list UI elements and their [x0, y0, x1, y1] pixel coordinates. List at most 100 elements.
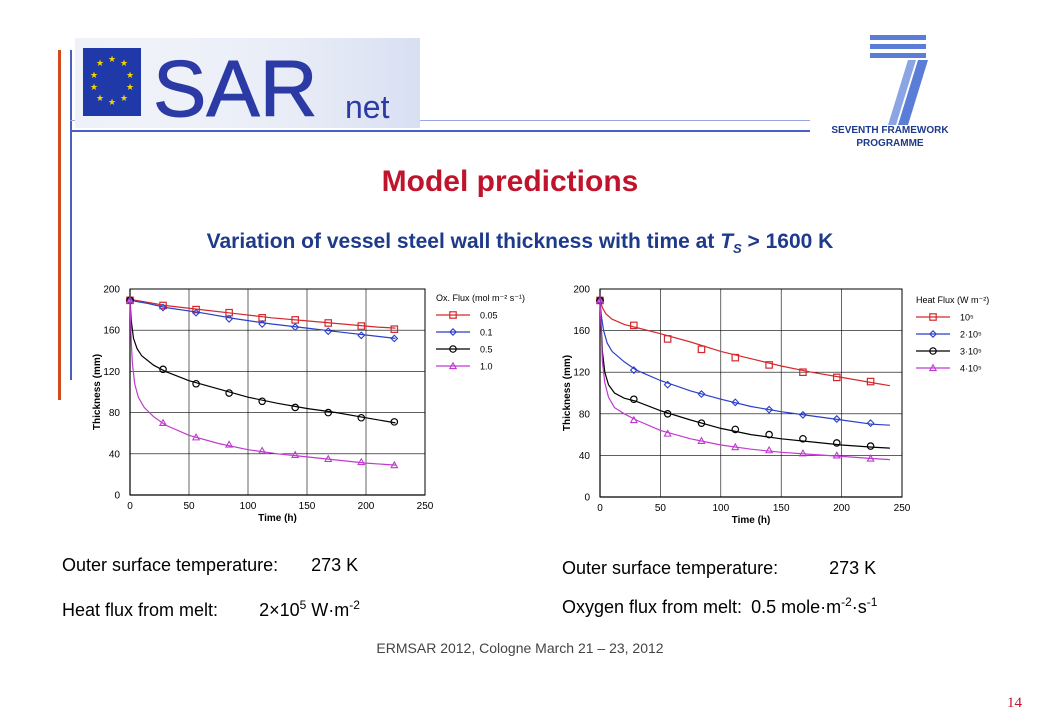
right-chart-xtick-label: 50 — [655, 503, 667, 514]
left-chart-ytick-label: 120 — [103, 367, 120, 378]
right-chart-data-point — [731, 442, 740, 451]
left-chart-data-point — [390, 460, 399, 469]
left-chart-data-point — [158, 418, 168, 427]
right-chart-series-line-1 — [599, 299, 890, 426]
right-chart-ytick-label: 120 — [573, 368, 590, 379]
left-chart-plot-frame — [129, 288, 426, 496]
subtitle-sub: S — [733, 241, 742, 257]
right-chart-data-point — [663, 380, 672, 389]
left-chart-data-point — [324, 408, 333, 417]
left-chart-data-point — [258, 320, 267, 328]
svg-text:★: ★ — [120, 58, 128, 68]
right-chart-data-point — [697, 419, 706, 427]
sarnet-logo: ★ ★ ★ ★ ★ ★ ★ ★ ★ ★ SAR net — [75, 38, 420, 134]
left-chart-ytick-label: 200 — [103, 285, 120, 296]
left-chart-data-point — [192, 379, 200, 388]
eu-flag-icon: ★ ★★ ★★★ ★★★ ★ — [83, 48, 141, 116]
right-chart-data-point — [798, 448, 808, 457]
right-chart-series-line-3 — [599, 299, 890, 461]
right-chart-legend-marker — [929, 313, 937, 321]
left-chart-data-point — [159, 365, 167, 374]
right-chart-legend-marker — [929, 347, 937, 355]
left-chart-data-point — [357, 322, 366, 330]
left-chart-data-point — [291, 323, 300, 332]
left-chart-data-point — [291, 316, 300, 324]
right-chart-data-point — [765, 405, 774, 414]
right-chart-data-point — [765, 361, 773, 369]
right-chart-ylabel: Thickness (mm) — [562, 355, 573, 431]
left-chart-data-point — [357, 413, 366, 422]
right-chart-legend-marker — [928, 363, 938, 372]
right-chart-xtick-label: 200 — [833, 503, 850, 514]
right-chart-xlabel: Time (h) — [732, 515, 771, 526]
left-temp-label: Outer surface temperature: — [62, 555, 279, 575]
svg-text:★: ★ — [96, 93, 104, 103]
right-chart-legend-label: 10⁵ — [960, 313, 974, 323]
right-chart-data-point — [697, 390, 706, 399]
left-flux-label: Heat flux from melt: — [62, 600, 219, 620]
right-chart-data-point — [832, 439, 841, 447]
left-temp-value: 273 K — [311, 555, 359, 575]
left-flux-value: 2×105 W·m-2 — [259, 598, 360, 620]
left-chart-data-point — [291, 450, 300, 458]
left-chart-xtick-label: 50 — [183, 501, 195, 512]
right-chart-ytick-label: 40 — [579, 451, 591, 462]
left-chart-data-point — [258, 397, 266, 406]
svg-text:★: ★ — [96, 58, 104, 68]
left-chart-ylabel: Thickness (mm) — [92, 354, 103, 430]
left-chart-data-point — [291, 403, 300, 412]
right-chart-data-point — [764, 445, 774, 454]
left-chart-ytick-label: 0 — [114, 491, 120, 502]
left-chart-ytick-label: 40 — [109, 449, 121, 460]
left-chart-data-point — [324, 319, 333, 327]
right-chart-data-point — [799, 368, 807, 377]
right-chart-data-point — [629, 366, 638, 375]
right-chart-data-point — [595, 296, 605, 304]
fp7-line2: PROGRAMME — [856, 138, 924, 149]
right-oxflux-label: Oxygen flux from melt: — [562, 597, 743, 617]
right-temp-label: Outer surface temperature: — [562, 558, 779, 578]
right-chart-legend-label: 2·10⁵ — [960, 330, 982, 340]
svg-text:★: ★ — [90, 82, 98, 92]
right-chart-ytick-label: 0 — [584, 493, 590, 504]
right-chart-legend-label: 3·10⁵ — [960, 347, 982, 357]
right-chart-data-point — [832, 415, 841, 423]
left-chart-data-point — [357, 457, 366, 466]
right-chart-ytick-label: 80 — [579, 409, 591, 420]
slide-title: Model predictions — [381, 165, 639, 198]
chart-right: 0 50 100 150 200 250 0 40 80 120 160 200 Time (h) Thi… — [562, 285, 989, 527]
svg-text:★: ★ — [126, 82, 134, 92]
right-chart-data-point — [663, 429, 672, 437]
left-chart-data-point — [390, 325, 399, 333]
right-chart-data-point — [866, 377, 875, 386]
left-chart-legend-label: 0.05 — [480, 311, 498, 321]
right-chart-data-point — [697, 436, 706, 444]
left-chart-ytick-label: 160 — [103, 326, 120, 337]
left-chart-data-point — [159, 303, 168, 312]
right-info-line1: Outer surface temperature: 273 K — [562, 558, 876, 579]
fp7-line1: SEVENTH FRAMEWORK — [831, 125, 949, 136]
left-chart-series-line-0 — [129, 298, 396, 329]
right-chart-data-point — [731, 398, 740, 407]
left-info-line2: Heat flux from melt: 2×105 W·m-2 — [62, 598, 360, 621]
right-temp-value: 273 K — [829, 558, 877, 578]
right-chart-data-point — [832, 373, 841, 382]
left-chart-data-point — [225, 314, 234, 323]
svg-text:★: ★ — [90, 70, 98, 80]
left-chart-series-line-1 — [129, 298, 396, 339]
right-chart-data-point — [765, 430, 773, 439]
left-chart-data-point — [191, 432, 201, 441]
left-chart-xtick-label: 200 — [358, 501, 375, 512]
left-chart-xtick-label: 150 — [299, 501, 316, 512]
svg-text:★: ★ — [108, 97, 116, 107]
left-chart-legend-label: 1.0 — [480, 362, 493, 372]
left-chart-ytick-label: 80 — [109, 408, 121, 419]
left-chart-legend-marker — [449, 328, 457, 336]
left-chart-legend-title: Ox. Flux (mol m⁻² s⁻¹) — [436, 293, 525, 303]
right-chart-xtick-label: 0 — [597, 503, 603, 514]
right-chart-data-point — [630, 395, 638, 404]
right-chart-data-point — [663, 410, 672, 418]
left-chart-xtick-label: 250 — [417, 501, 434, 512]
right-chart-plot-frame — [599, 288, 903, 498]
left-chart-xtick-label: 0 — [127, 501, 133, 512]
